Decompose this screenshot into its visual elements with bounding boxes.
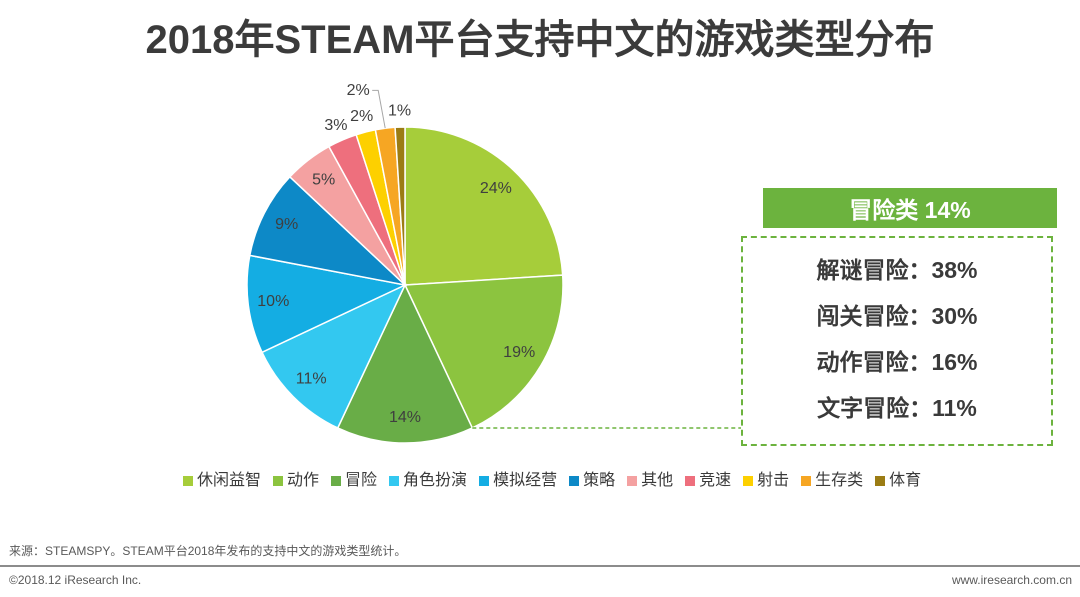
copyright: ©2018.12 iResearch Inc.: [9, 573, 142, 587]
legend-item-1: 休闲益智: [183, 471, 261, 491]
legend-label: 角色扮演: [403, 472, 468, 489]
legend-label: 体育: [889, 472, 922, 489]
legend-label: 动作: [287, 472, 320, 489]
pie-slice-6: [248, 175, 408, 287]
slice-label-4: 11%: [296, 370, 327, 387]
slice-label-5: 10%: [257, 293, 289, 310]
legend-swatch: [183, 476, 193, 486]
legend-swatch: [801, 476, 812, 486]
legend-item-9: 射击: [743, 471, 789, 491]
legend-swatch: [627, 476, 638, 486]
pie-leader-lines: [372, 89, 386, 129]
legend-item-11: 体育: [875, 471, 921, 491]
callout-box: 解谜冒险：38% 闯关冒险：30% 动作冒险：16% 文字冒险：11%: [741, 236, 1053, 446]
legend-swatch: [331, 476, 342, 486]
legend-swatch: [273, 476, 284, 486]
footer-divider: [0, 565, 1080, 567]
pie-slice-2: [403, 274, 564, 429]
legend-item-4: 角色扮演: [389, 471, 467, 491]
pie-slice-3: [336, 283, 474, 444]
legend-label: 生存类: [815, 472, 864, 489]
callout-item: 文字冒险：11%: [817, 395, 977, 421]
pie-slices: [246, 126, 564, 444]
legend-swatch: [389, 476, 400, 486]
pie-value-labels: 24%19%14%11%10%9%5%3%2%2%1%: [257, 82, 535, 426]
legend-item-5: 模拟经营: [479, 471, 557, 491]
page-title: 2018年STEAM平台支持中文的游戏类型分布: [145, 18, 935, 62]
legend-item-10: 生存类: [801, 471, 863, 491]
slice-label-9: 2%: [350, 108, 373, 125]
legend-label: 射击: [757, 472, 790, 489]
legend-item-2: 动作: [273, 471, 319, 491]
slice-label-11: 1%: [388, 103, 411, 120]
legend-item-7: 其他: [627, 471, 673, 491]
callout-header: 冒险类 14%: [763, 188, 1057, 228]
slice-label-2: 19%: [503, 344, 535, 361]
slice-label-7: 5%: [312, 172, 335, 189]
legend-label: 休闲益智: [197, 472, 262, 489]
pie-slice-11: [394, 126, 406, 286]
legend-swatch: [685, 476, 696, 486]
chart-legend: 休闲益智 动作 冒险 角色扮演 模拟经营 策略 其他 竞速 射击 生存类 体育: [183, 471, 933, 491]
slice-label-6: 9%: [275, 216, 298, 233]
slice-label-10: 2%: [347, 82, 370, 99]
legend-swatch: [569, 476, 580, 486]
legend-label: 模拟经营: [493, 472, 558, 489]
pie-slice-4: [261, 283, 407, 429]
pie-slice-5: [246, 254, 408, 354]
legend-item-8: 竞速: [685, 471, 731, 491]
legend-label: 其他: [641, 472, 674, 489]
legend-swatch: [743, 476, 754, 486]
callout-item: 闯关冒险：30%: [816, 303, 978, 329]
slice-label-3: 14%: [389, 409, 421, 426]
callout-item: 动作冒险：16%: [816, 349, 978, 375]
pie-slice-1: [404, 126, 564, 286]
legend-label: 策略: [583, 472, 616, 489]
legend-swatch: [875, 476, 886, 486]
leader-line-10: [372, 89, 386, 129]
legend-label: 冒险: [345, 472, 378, 489]
legend-item-3: 冒险: [331, 471, 377, 491]
website-url: www.iresearch.com.cn: [951, 573, 1072, 587]
legend-label: 竞速: [699, 472, 732, 489]
slice-label-8: 3%: [324, 117, 347, 134]
legend-swatch: [479, 476, 490, 486]
slice-label-1: 24%: [480, 180, 512, 197]
callout-item: 解谜冒险：38%: [816, 257, 978, 283]
source-note: 来源：STEAMSPY。STEAM平台2018年发布的支持中文的游戏类型统计。: [9, 544, 407, 558]
legend-item-6: 策略: [569, 471, 615, 491]
